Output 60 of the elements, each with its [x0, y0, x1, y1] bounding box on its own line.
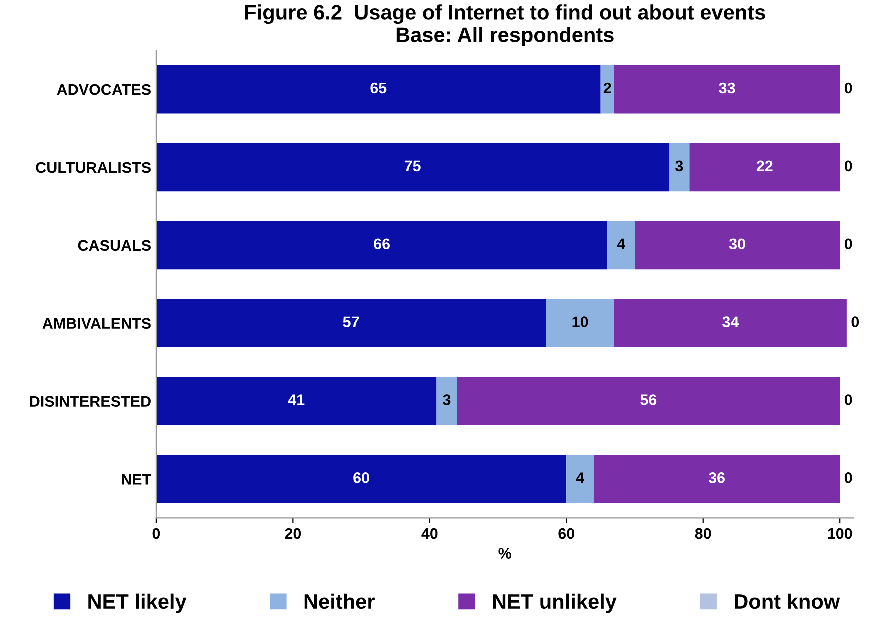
data-label: 36: [708, 472, 725, 484]
data-label: 66: [374, 238, 390, 250]
x-tick-label: 0: [152, 528, 160, 540]
data-label: 3: [676, 160, 684, 172]
data-label: 4: [617, 238, 626, 250]
y-tick-label: CULTURALISTS: [36, 162, 151, 174]
data-label: 22: [756, 160, 773, 172]
data-label: 0: [844, 82, 852, 94]
data-label: 33: [719, 82, 736, 94]
data-label: 34: [722, 316, 740, 328]
y-tick-label: ADVOCATES: [57, 84, 151, 96]
bar: [156, 455, 567, 504]
bar: [635, 221, 840, 270]
bar: [156, 299, 546, 348]
data-label: 75: [404, 160, 421, 172]
legend-label: NET unlikely: [493, 594, 617, 614]
data-label: 65: [370, 82, 387, 94]
data-label: 10: [572, 316, 588, 328]
data-label: 0: [844, 238, 852, 250]
bar: [156, 143, 670, 192]
data-label: 30: [729, 238, 746, 250]
x-axis-title: %: [498, 548, 512, 559]
bar: [156, 377, 437, 426]
data-label: 4: [576, 472, 584, 484]
y-tick-label: CASUALS: [78, 240, 151, 252]
bar: [566, 455, 594, 504]
chart-title: Figure 6.2 Usage of Internet to find out about events Base: All respondents: [246, 4, 766, 47]
legend-label: NET likely: [88, 594, 187, 614]
bar: [156, 221, 608, 270]
bar: [608, 221, 636, 270]
data-label: 0: [844, 160, 852, 172]
y-tick-label: NET: [122, 474, 152, 485]
bar: [690, 143, 840, 192]
bar: [669, 143, 690, 192]
bar: [457, 377, 840, 426]
data-label: 0: [852, 316, 860, 328]
x-tick-label: 60: [558, 528, 575, 540]
data-label: 2: [604, 82, 612, 94]
bar: [600, 65, 614, 114]
data-label: 41: [288, 394, 305, 406]
x-tick-label: 100: [828, 528, 852, 540]
data-label: 56: [640, 394, 657, 406]
data-label: 57: [343, 316, 360, 328]
data-label: 3: [443, 394, 451, 406]
bar: [156, 65, 601, 114]
bar: [436, 377, 458, 426]
bar: [546, 299, 614, 348]
bar: [594, 455, 840, 504]
data-label: 0: [844, 394, 852, 406]
y-tick-label: DISINTERESTED: [30, 396, 151, 408]
bar: [614, 65, 840, 114]
legend-label: Dont know: [735, 594, 840, 610]
y-tick-label: AMBIVALENTS: [42, 318, 151, 330]
x-tick-label: 20: [285, 528, 302, 540]
data-label: 60: [354, 472, 370, 484]
legend-label: Neither: [304, 594, 375, 610]
data-label: 0: [844, 472, 852, 484]
bar: [614, 299, 847, 348]
x-tick-label: 80: [695, 528, 712, 540]
x-tick-label: 40: [422, 528, 438, 540]
